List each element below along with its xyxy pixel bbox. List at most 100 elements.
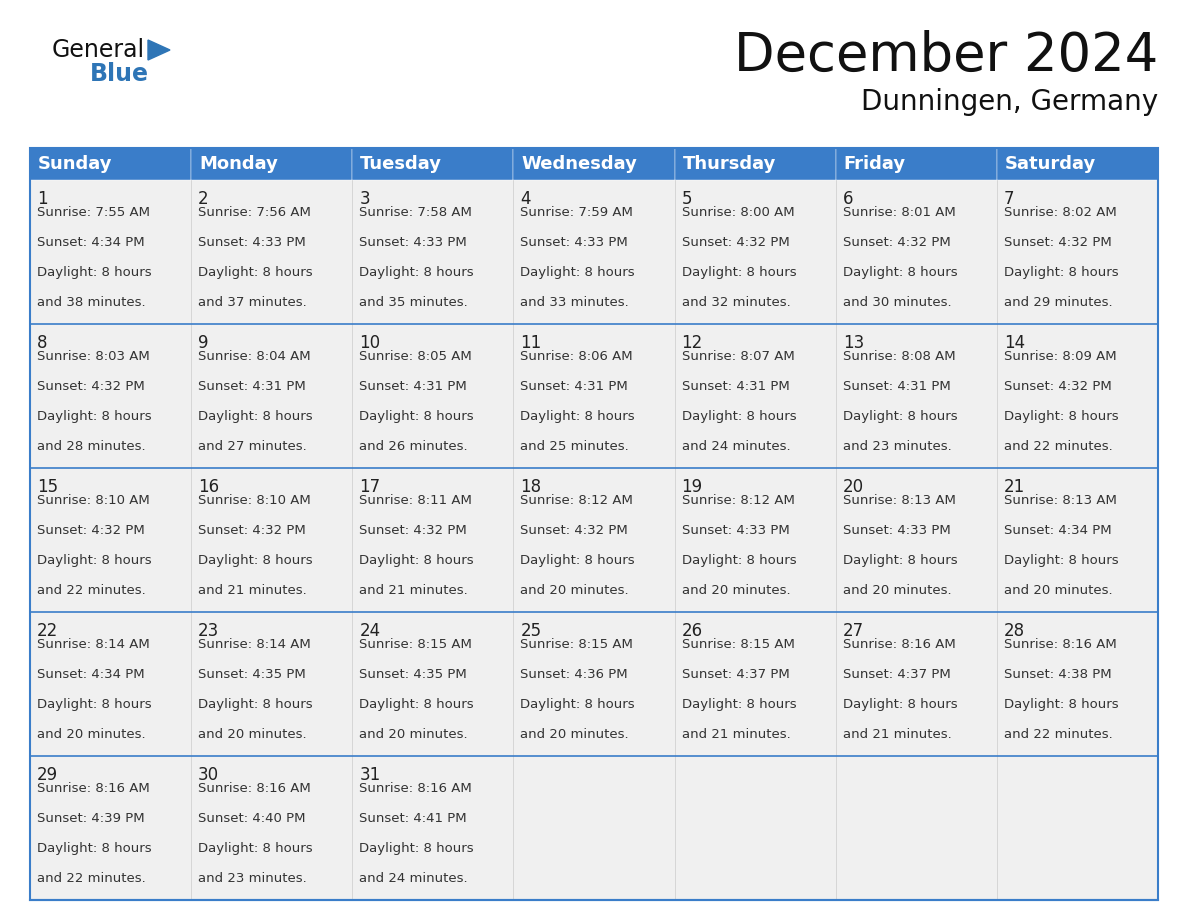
Text: 5: 5 bbox=[682, 190, 693, 208]
Text: Tuesday: Tuesday bbox=[360, 155, 442, 173]
Bar bbox=[675, 148, 835, 180]
Text: Saturday: Saturday bbox=[1005, 155, 1097, 173]
Text: Sunset: 4:33 PM: Sunset: 4:33 PM bbox=[198, 236, 305, 249]
Text: Sunrise: 8:13 AM: Sunrise: 8:13 AM bbox=[842, 494, 955, 507]
Text: Sunrise: 8:14 AM: Sunrise: 8:14 AM bbox=[198, 638, 311, 651]
Text: Sunset: 4:34 PM: Sunset: 4:34 PM bbox=[37, 236, 145, 249]
Text: Sunset: 4:32 PM: Sunset: 4:32 PM bbox=[682, 236, 789, 249]
Bar bbox=[675, 324, 835, 468]
Text: and 20 minutes.: and 20 minutes. bbox=[37, 728, 146, 741]
Text: Sunrise: 8:16 AM: Sunrise: 8:16 AM bbox=[37, 782, 150, 795]
Text: Daylight: 8 hours: Daylight: 8 hours bbox=[198, 698, 312, 711]
Text: Sunset: 4:33 PM: Sunset: 4:33 PM bbox=[842, 524, 950, 537]
Bar bbox=[191, 148, 353, 180]
Bar bbox=[191, 468, 353, 612]
Text: Daylight: 8 hours: Daylight: 8 hours bbox=[198, 842, 312, 855]
Text: Sunset: 4:39 PM: Sunset: 4:39 PM bbox=[37, 812, 145, 825]
Text: and 25 minutes.: and 25 minutes. bbox=[520, 440, 630, 453]
Text: Daylight: 8 hours: Daylight: 8 hours bbox=[359, 266, 474, 279]
Text: and 33 minutes.: and 33 minutes. bbox=[520, 296, 630, 309]
Text: Sunrise: 8:16 AM: Sunrise: 8:16 AM bbox=[842, 638, 955, 651]
Bar bbox=[997, 324, 1158, 468]
Text: 10: 10 bbox=[359, 334, 380, 352]
Text: 9: 9 bbox=[198, 334, 209, 352]
Text: 21: 21 bbox=[1004, 478, 1025, 496]
Text: Sunrise: 8:05 AM: Sunrise: 8:05 AM bbox=[359, 350, 472, 363]
Text: Sunset: 4:34 PM: Sunset: 4:34 PM bbox=[37, 668, 145, 681]
Text: and 24 minutes.: and 24 minutes. bbox=[682, 440, 790, 453]
Text: Wednesday: Wednesday bbox=[522, 155, 637, 173]
Bar bbox=[353, 612, 513, 756]
Text: Sunrise: 8:03 AM: Sunrise: 8:03 AM bbox=[37, 350, 150, 363]
Bar bbox=[30, 148, 191, 180]
Bar bbox=[353, 756, 513, 900]
Text: Daylight: 8 hours: Daylight: 8 hours bbox=[682, 698, 796, 711]
Text: and 20 minutes.: and 20 minutes. bbox=[682, 584, 790, 597]
Text: Sunrise: 8:15 AM: Sunrise: 8:15 AM bbox=[359, 638, 472, 651]
Text: Sunset: 4:32 PM: Sunset: 4:32 PM bbox=[1004, 236, 1112, 249]
Bar bbox=[835, 612, 997, 756]
Text: Sunset: 4:32 PM: Sunset: 4:32 PM bbox=[37, 380, 145, 393]
Text: Sunrise: 8:12 AM: Sunrise: 8:12 AM bbox=[682, 494, 795, 507]
Text: Daylight: 8 hours: Daylight: 8 hours bbox=[198, 410, 312, 423]
Text: Sunrise: 8:06 AM: Sunrise: 8:06 AM bbox=[520, 350, 633, 363]
Bar bbox=[997, 180, 1158, 324]
Text: 16: 16 bbox=[198, 478, 220, 496]
Text: 11: 11 bbox=[520, 334, 542, 352]
Text: Daylight: 8 hours: Daylight: 8 hours bbox=[682, 410, 796, 423]
Bar bbox=[513, 468, 675, 612]
Text: Daylight: 8 hours: Daylight: 8 hours bbox=[842, 554, 958, 567]
Text: Daylight: 8 hours: Daylight: 8 hours bbox=[37, 410, 152, 423]
Bar bbox=[30, 148, 1158, 900]
Bar bbox=[353, 468, 513, 612]
Text: Sunrise: 8:14 AM: Sunrise: 8:14 AM bbox=[37, 638, 150, 651]
Text: and 20 minutes.: and 20 minutes. bbox=[1004, 584, 1112, 597]
Bar bbox=[30, 612, 191, 756]
Bar bbox=[191, 612, 353, 756]
Text: Sunrise: 8:07 AM: Sunrise: 8:07 AM bbox=[682, 350, 795, 363]
Text: Sunrise: 8:00 AM: Sunrise: 8:00 AM bbox=[682, 206, 795, 219]
Text: and 28 minutes.: and 28 minutes. bbox=[37, 440, 146, 453]
Text: and 20 minutes.: and 20 minutes. bbox=[520, 584, 630, 597]
Text: 8: 8 bbox=[37, 334, 48, 352]
Text: December 2024: December 2024 bbox=[734, 30, 1158, 82]
Text: Daylight: 8 hours: Daylight: 8 hours bbox=[842, 410, 958, 423]
Text: Daylight: 8 hours: Daylight: 8 hours bbox=[520, 266, 636, 279]
Text: 3: 3 bbox=[359, 190, 369, 208]
Text: Daylight: 8 hours: Daylight: 8 hours bbox=[520, 554, 636, 567]
Text: and 27 minutes.: and 27 minutes. bbox=[198, 440, 307, 453]
Text: Thursday: Thursday bbox=[683, 155, 776, 173]
Text: Daylight: 8 hours: Daylight: 8 hours bbox=[359, 554, 474, 567]
Text: and 22 minutes.: and 22 minutes. bbox=[1004, 728, 1113, 741]
Text: Sunset: 4:31 PM: Sunset: 4:31 PM bbox=[842, 380, 950, 393]
Text: Daylight: 8 hours: Daylight: 8 hours bbox=[37, 698, 152, 711]
Text: Blue: Blue bbox=[90, 62, 148, 86]
Bar bbox=[513, 756, 675, 900]
Text: 7: 7 bbox=[1004, 190, 1015, 208]
Bar bbox=[513, 180, 675, 324]
Text: 6: 6 bbox=[842, 190, 853, 208]
Text: 20: 20 bbox=[842, 478, 864, 496]
Text: Sunset: 4:37 PM: Sunset: 4:37 PM bbox=[682, 668, 789, 681]
Bar bbox=[191, 756, 353, 900]
Text: Sunset: 4:41 PM: Sunset: 4:41 PM bbox=[359, 812, 467, 825]
Text: and 21 minutes.: and 21 minutes. bbox=[198, 584, 307, 597]
Text: Sunset: 4:31 PM: Sunset: 4:31 PM bbox=[198, 380, 305, 393]
Text: Sunset: 4:32 PM: Sunset: 4:32 PM bbox=[359, 524, 467, 537]
Bar bbox=[997, 468, 1158, 612]
Text: and 30 minutes.: and 30 minutes. bbox=[842, 296, 952, 309]
Text: and 23 minutes.: and 23 minutes. bbox=[198, 872, 307, 885]
Text: Daylight: 8 hours: Daylight: 8 hours bbox=[198, 554, 312, 567]
Text: Daylight: 8 hours: Daylight: 8 hours bbox=[37, 554, 152, 567]
Text: Daylight: 8 hours: Daylight: 8 hours bbox=[359, 410, 474, 423]
Text: Daylight: 8 hours: Daylight: 8 hours bbox=[198, 266, 312, 279]
Text: and 37 minutes.: and 37 minutes. bbox=[198, 296, 307, 309]
Text: Sunrise: 8:15 AM: Sunrise: 8:15 AM bbox=[520, 638, 633, 651]
Text: and 20 minutes.: and 20 minutes. bbox=[198, 728, 307, 741]
Text: Sunset: 4:35 PM: Sunset: 4:35 PM bbox=[359, 668, 467, 681]
Text: 14: 14 bbox=[1004, 334, 1025, 352]
Text: Sunset: 4:37 PM: Sunset: 4:37 PM bbox=[842, 668, 950, 681]
Bar bbox=[30, 468, 191, 612]
Bar bbox=[835, 468, 997, 612]
Text: and 20 minutes.: and 20 minutes. bbox=[359, 728, 468, 741]
